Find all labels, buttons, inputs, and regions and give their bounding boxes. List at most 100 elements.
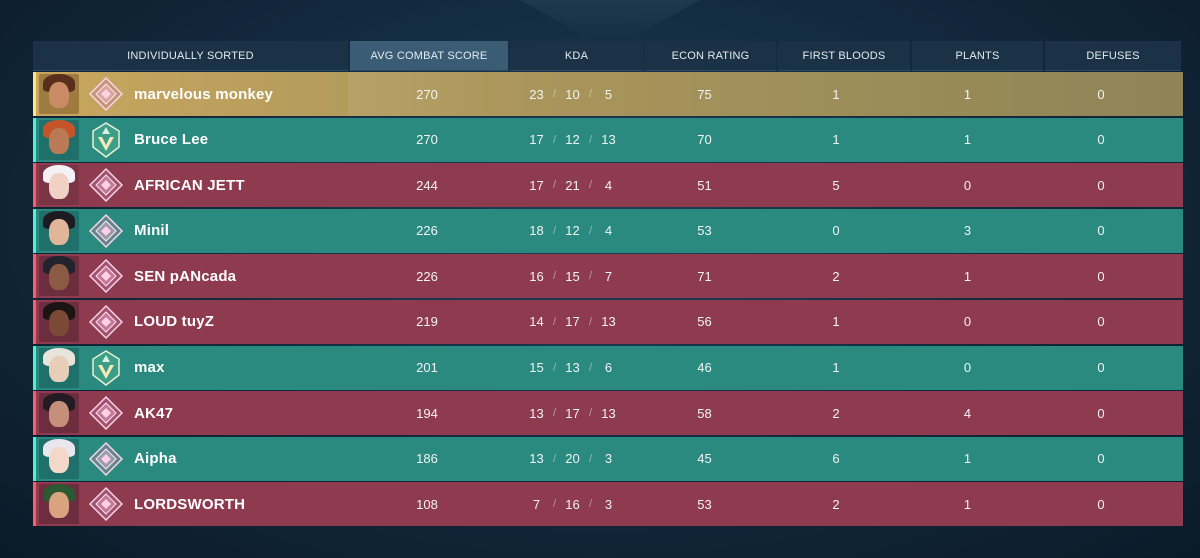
kda-cell: 17 / 21 / 4 [506,163,639,207]
plants-value: 0 [963,177,972,193]
deaths-value: 17 [565,405,580,421]
kda-cell: 18 / 12 / 4 [506,209,639,253]
plants-value: 3 [963,223,972,239]
player-row[interactable]: LORDSWORTH 108 7 / 16 / 3 53 2 1 0 [33,482,1183,527]
first-bloods-value: 1 [832,314,840,330]
player-row[interactable]: max 201 15 / 13 / 6 46 1 0 0 [33,345,1183,390]
plants-value: 0 [963,360,972,376]
assists-value: 5 [604,86,613,102]
kda-cell: 23 / 10 / 5 [506,72,639,116]
assists-value: 7 [604,268,613,284]
player-name[interactable]: AFRICAN JETT [134,176,245,194]
player-row[interactable]: SEN pANcada 226 16 / 15 / 7 71 2 1 0 [33,254,1183,299]
first-bloods-value: 0 [832,223,840,239]
acs-value: 270 [348,72,506,116]
defuses-value: 0 [1097,132,1105,148]
kda-separator: / [588,452,593,465]
team-edge-marker [33,482,36,527]
player-name[interactable]: AK47 [134,404,174,422]
defuses-value: 0 [1097,268,1105,284]
acs-value: 226 [416,268,438,284]
defuses-column-header[interactable]: DEFUSES [1045,41,1181,71]
kills-value: 17 [529,177,544,193]
first-bloods-column-header[interactable]: FIRST BLOODS [778,41,910,71]
team-edge-marker [33,254,36,299]
player-name[interactable]: Bruce Lee [134,131,209,149]
kda-separator: / [588,498,593,511]
player-identity: LOUD tuyZ [33,300,348,344]
kda-cell: 15 / 13 / 6 [506,346,639,390]
kills-value: 23 [529,86,544,102]
agent-portrait-icon [39,165,79,206]
player-row[interactable]: AK47 194 13 / 17 / 13 58 2 4 0 [33,391,1183,436]
scoreboard-header: INDIVIDUALLY SORTED AVG COMBAT SCORE KDA… [33,41,1183,71]
diamond-rank-icon [86,439,126,479]
assists-value: 13 [601,314,616,330]
sort-mode-header[interactable]: INDIVIDUALLY SORTED [33,41,348,71]
defuses-value: 0 [1097,86,1105,102]
player-name[interactable]: SEN pANcada [134,267,237,285]
kda-separator: / [552,452,557,465]
deaths-value: 10 [565,86,580,102]
kda-cell: 16 / 15 / 7 [506,254,639,298]
player-row[interactable]: Minil 226 18 / 12 / 4 53 0 3 0 [33,208,1183,253]
agent-portrait-icon [39,119,79,160]
player-row[interactable]: AFRICAN JETT 244 17 / 21 / 4 51 5 0 0 [33,163,1183,208]
team-edge-marker [33,163,36,208]
player-identity: Minil [33,209,348,253]
kills-value: 13 [529,451,544,467]
kda-column-header[interactable]: KDA [510,41,643,71]
acs-value: 244 [416,177,438,193]
player-identity: SEN pANcada [33,254,348,298]
agent-portrait-icon [39,347,79,388]
deaths-value: 21 [565,177,580,193]
econ-value: 56 [697,314,712,330]
diamond-rank-icon [86,256,126,296]
kda-separator: / [588,179,593,192]
defuses-value: 0 [1097,405,1105,421]
acs-column-header[interactable]: AVG COMBAT SCORE [350,41,508,71]
team-edge-marker [33,117,36,162]
diamond-rank-icon [86,211,126,251]
kills-value: 18 [529,223,544,239]
kills-value: 7 [532,496,541,512]
player-name[interactable]: LOUD tuyZ [134,313,215,331]
player-name[interactable]: marvelous monkey [134,85,274,103]
player-row[interactable]: Bruce Lee 270 17 / 12 / 13 70 1 1 0 [33,117,1183,162]
player-row[interactable]: Aipha 186 13 / 20 / 3 45 6 1 0 [33,436,1183,481]
deaths-value: 15 [565,268,580,284]
agent-portrait-icon [39,74,79,114]
kda-separator: / [552,498,557,511]
player-name[interactable]: LORDSWORTH [134,495,246,513]
first-bloods-value: 1 [832,360,840,376]
diamond-rank-icon [86,74,126,114]
agent-portrait-icon [39,256,79,297]
first-bloods-value: 2 [832,268,840,284]
first-bloods-value: 2 [832,496,840,512]
player-name[interactable]: max [134,359,165,377]
plants-value: 1 [963,86,972,102]
agent-portrait-icon [39,438,79,479]
player-row[interactable]: LOUD tuyZ 219 14 / 17 / 13 56 1 0 0 [33,299,1183,344]
kda-separator: / [552,133,557,146]
plants-column-header[interactable]: PLANTS [912,41,1043,71]
plants-value: 0 [963,314,972,330]
deaths-value: 20 [565,451,580,467]
kda-cell: 7 / 16 / 3 [506,482,639,526]
player-identity: Bruce Lee [33,118,348,162]
player-identity: AK47 [33,391,348,435]
econ-column-header[interactable]: ECON RATING [645,41,776,71]
diamond-rank-icon [86,165,126,205]
player-name[interactable]: Aipha [134,450,177,468]
player-name[interactable]: Minil [134,222,170,240]
defuses-value: 0 [1097,314,1105,330]
defuses-value: 0 [1097,360,1105,376]
deaths-value: 12 [565,132,580,148]
kills-value: 14 [529,314,544,330]
kda-separator: / [552,224,557,237]
player-identity: max [33,346,348,390]
kda-separator: / [588,361,593,374]
player-identity: AFRICAN JETT [33,163,348,207]
acs-value: 186 [416,451,438,467]
